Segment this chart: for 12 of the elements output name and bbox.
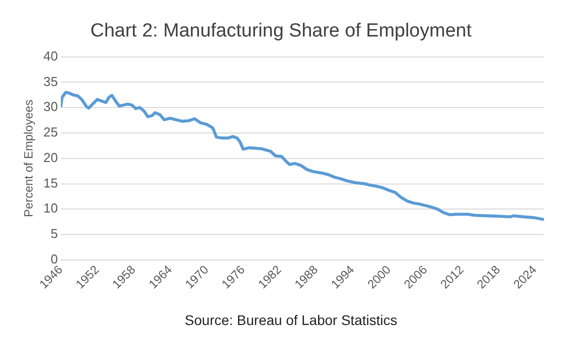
y-axis-title: Percent of Employees [22, 100, 36, 218]
y-tick-label: 5 [50, 226, 58, 242]
y-tick-label: 30 [43, 99, 58, 114]
y-tick-label: 35 [43, 74, 58, 89]
y-tick-label: 15 [43, 175, 58, 190]
y-tick-label: 10 [43, 200, 58, 216]
y-tick-label: 20 [43, 150, 58, 165]
chart-title: Chart 2: Manufacturing Share of Employment [90, 20, 472, 42]
y-tick-label: 25 [43, 124, 58, 140]
y-tick-label: 40 [43, 48, 58, 64]
source-note: Source: Bureau of Labor Statistics [184, 312, 398, 328]
y-tick-label: 0 [50, 252, 58, 267]
